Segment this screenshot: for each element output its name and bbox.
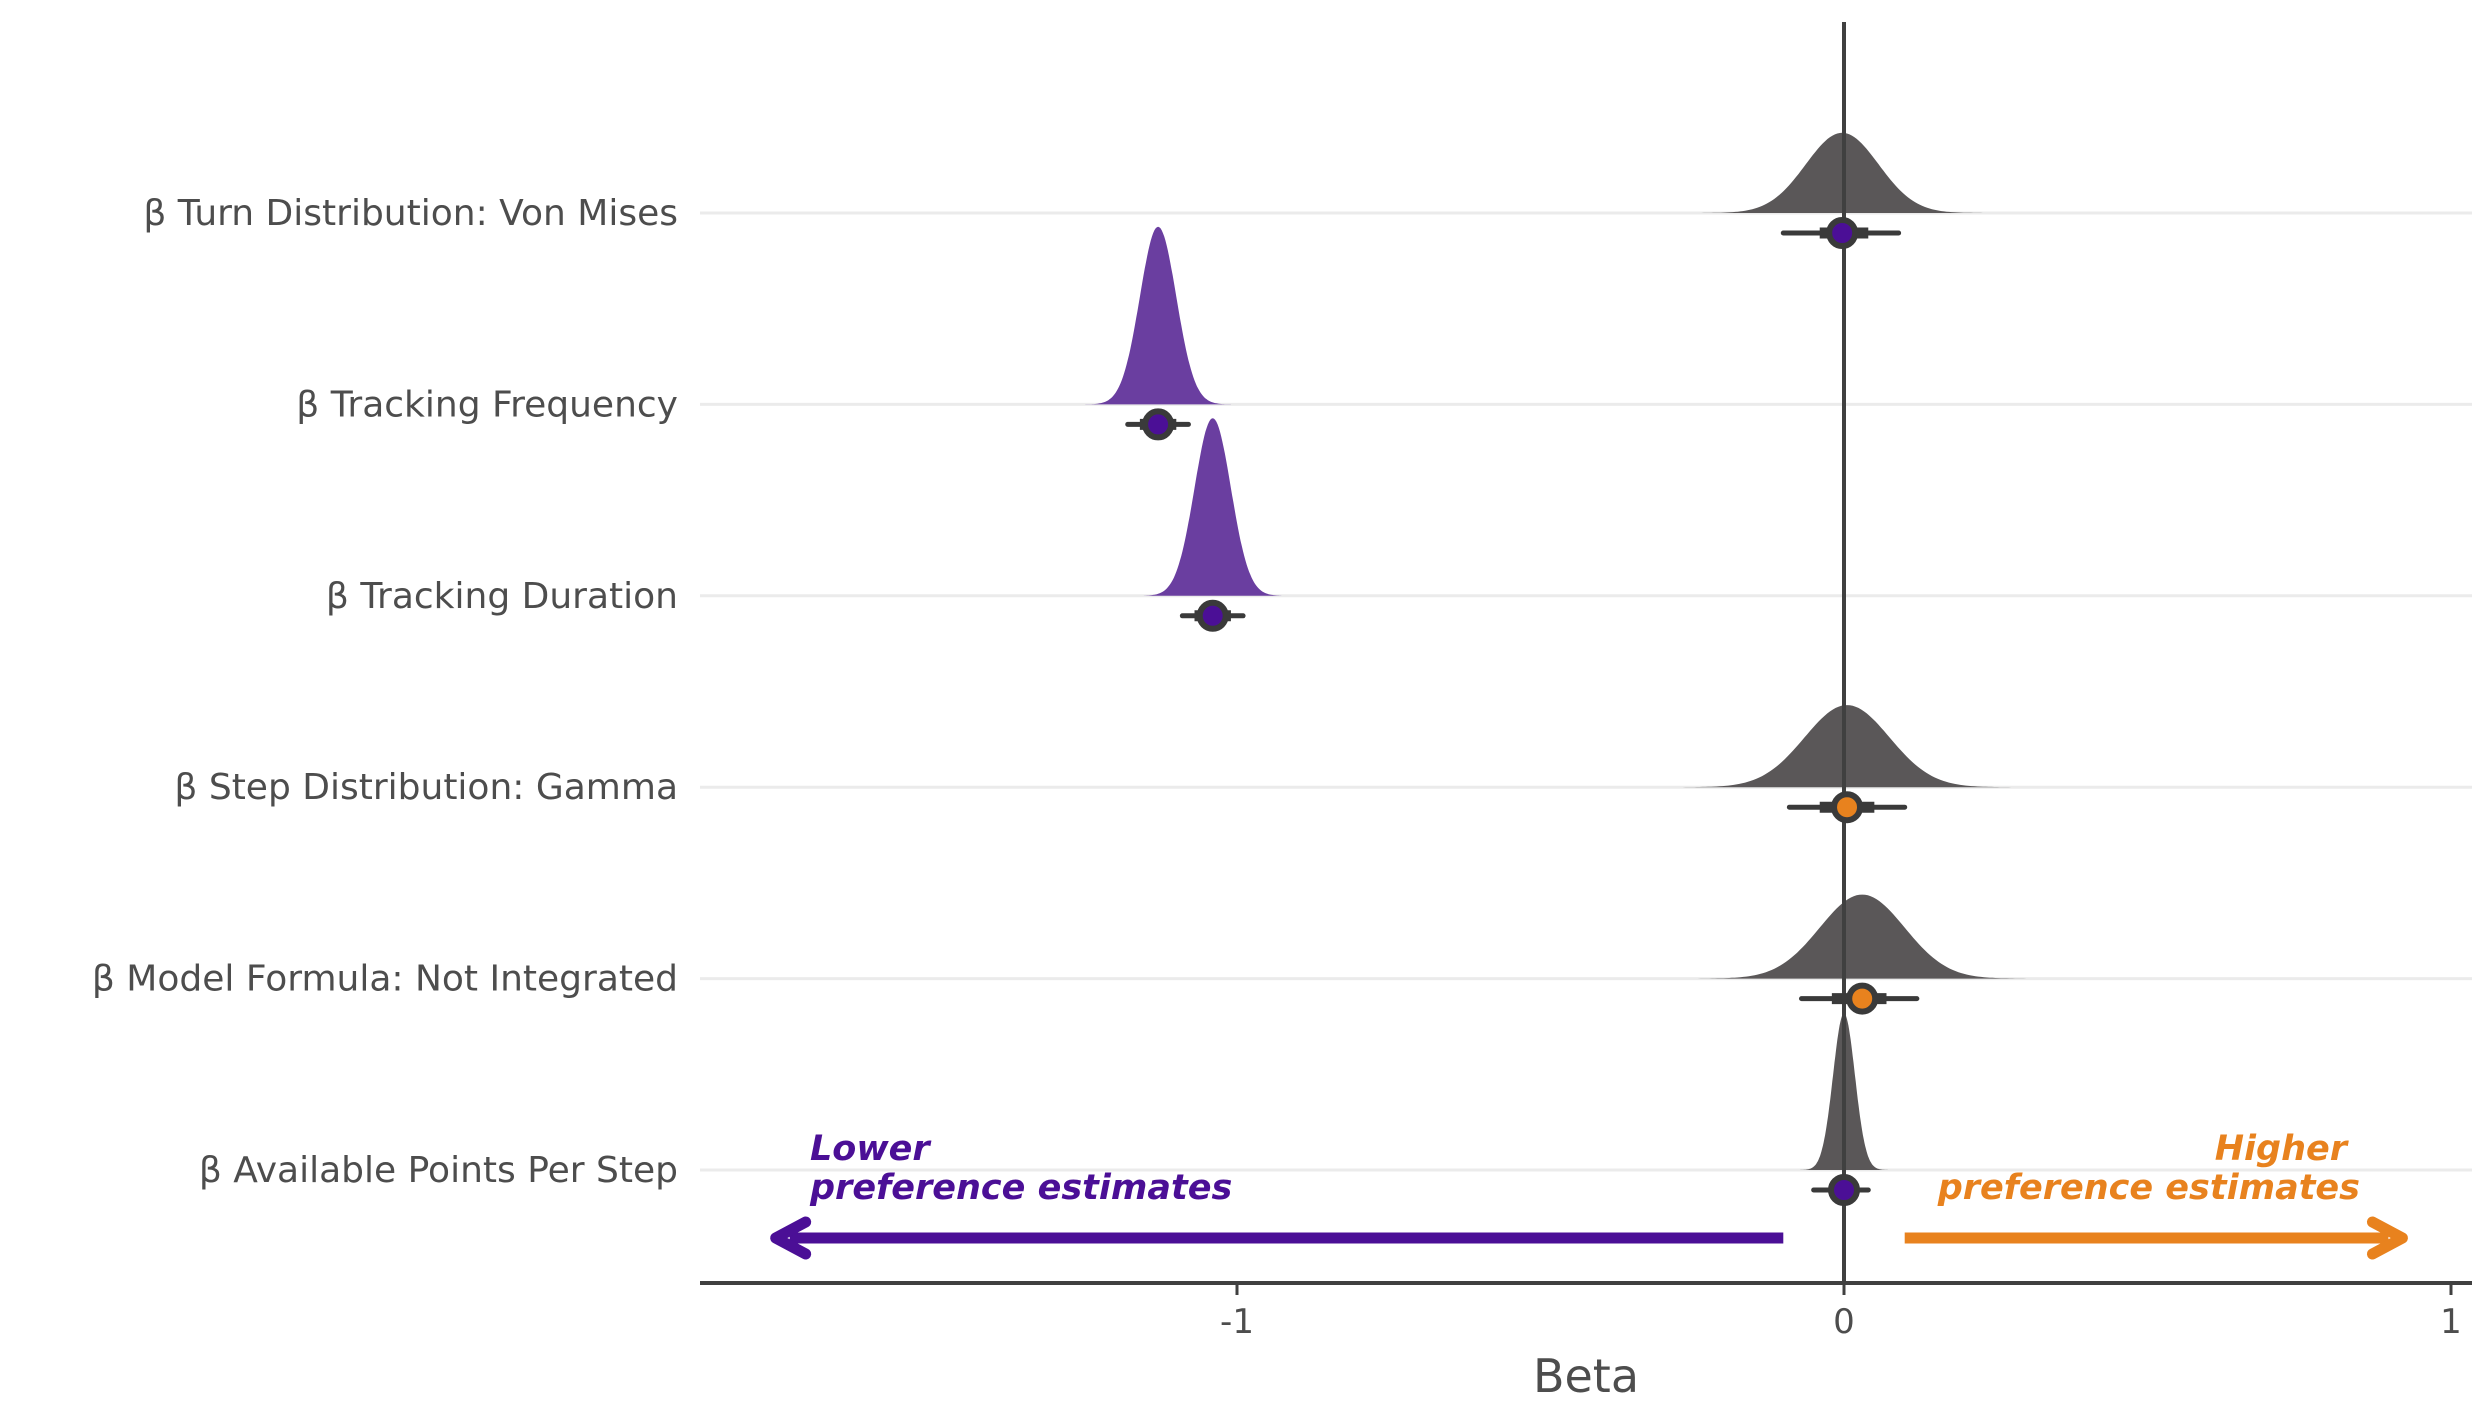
y-label-row-2: β Tracking Frequency bbox=[296, 384, 678, 425]
density-row-2 bbox=[1085, 226, 1231, 405]
point-estimate-row-3 bbox=[1196, 599, 1229, 632]
y-label-row-1: β Turn Distribution: Von Mises bbox=[143, 193, 678, 234]
lower-annotation: Lower preference estimates bbox=[809, 1129, 1232, 1208]
point-estimate-row-6 bbox=[1828, 1174, 1860, 1206]
density-row-3 bbox=[1139, 418, 1286, 596]
density-row-4 bbox=[1677, 705, 2017, 788]
lower-annotation-line1: Lower bbox=[810, 1129, 932, 1169]
density-curves bbox=[1085, 132, 2033, 1170]
x-tick-label-2: 0 bbox=[1833, 1302, 1855, 1342]
x-tick-label-1: -1 bbox=[1220, 1302, 1254, 1342]
y-label-row-3: β Tracking Duration bbox=[326, 576, 678, 617]
higher-annotation-line2: preference estimates bbox=[1937, 1168, 2360, 1208]
y-axis-labels: β Turn Distribution: Von Mises β Tracking… bbox=[92, 193, 678, 1191]
lower-annotation-line2: preference estimates bbox=[809, 1168, 1232, 1208]
credible-intervals bbox=[1125, 217, 1920, 1206]
grid-lines bbox=[700, 211, 2472, 1172]
higher-annotation: Higher preference estimates bbox=[1937, 1129, 2360, 1208]
x-axis-title: Beta bbox=[1533, 1349, 1639, 1403]
point-estimate-row-5 bbox=[1846, 982, 1879, 1015]
higher-annotation-line1: Higher bbox=[2215, 1129, 2350, 1169]
x-axis-ticks: -1 0 1 bbox=[1220, 1283, 2462, 1342]
y-label-row-4: β Step Distribution: Gamma bbox=[174, 767, 678, 808]
y-label-row-5: β Model Formula: Not Integrated bbox=[92, 959, 678, 1000]
point-estimate-row-4 bbox=[1831, 791, 1864, 824]
point-estimate-row-1 bbox=[1826, 217, 1859, 249]
preference-arrows bbox=[770, 1216, 2408, 1260]
y-label-row-6: β Available Points Per Step bbox=[199, 1150, 678, 1191]
lower-arrow-head bbox=[770, 1216, 812, 1260]
x-tick-label-3: 1 bbox=[2440, 1302, 2462, 1342]
higher-arrow-head bbox=[2366, 1216, 2408, 1260]
density-row-5 bbox=[1692, 894, 2033, 979]
point-estimate-row-2 bbox=[1142, 408, 1175, 441]
